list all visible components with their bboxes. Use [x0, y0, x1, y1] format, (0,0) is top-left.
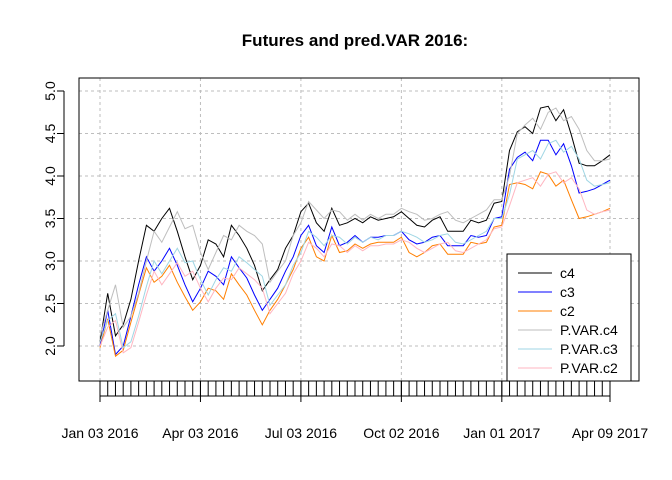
legend-label-P.VAR.c4: P.VAR.c4 [560, 322, 618, 338]
y-tick-label-6: 5.0 [42, 81, 58, 101]
series-layer [99, 105, 611, 358]
chart-title: Futures and pred.VAR 2016: [242, 31, 468, 50]
legend-label-P.VAR.c3: P.VAR.c3 [560, 341, 618, 357]
series-line-P.VAR.c3 [99, 139, 611, 349]
x-tick-label-0: Jan 03 2016 [61, 425, 138, 441]
legend-label-c2: c2 [560, 303, 575, 319]
legend-label-P.VAR.c2: P.VAR.c2 [560, 360, 618, 376]
x-tick-label-2: Jul 03 2016 [265, 425, 338, 441]
series-line-c2 [99, 171, 611, 358]
x-tick-label-1: Apr 03 2016 [162, 425, 238, 441]
y-tick-label-4: 4.0 [42, 166, 58, 186]
y-tick-label-5: 4.5 [42, 124, 58, 144]
series-line-P.VAR.c2 [99, 171, 611, 354]
x-tick-label-3: Oct 02 2016 [363, 425, 439, 441]
legend-label-c3: c3 [560, 284, 575, 300]
y-tick-label-1: 2.5 [42, 294, 58, 314]
y-tick-label-3: 3.5 [42, 209, 58, 229]
legend: c4 c3 c2 P.VAR.c4 P.VAR.c3 P.VAR.c2 [506, 253, 632, 382]
grid [79, 78, 639, 381]
plot-area-border [78, 77, 640, 382]
x-tick-label-5: Apr 09 2017 [572, 425, 648, 441]
legend-box [506, 253, 632, 382]
y-tick-label-0: 2.0 [42, 336, 58, 356]
y-tick-label-2: 3.0 [42, 251, 58, 271]
series-line-c4 [99, 105, 611, 342]
x-tick-label-4: Jan 01 2017 [463, 425, 540, 441]
y-axis: 2.0 2.5 3.0 3.5 4.0 4.5 5.0 [42, 81, 65, 356]
series-line-c3 [99, 139, 611, 356]
series-line-P.VAR.c4 [99, 107, 611, 336]
legend-label-c4: c4 [560, 265, 575, 281]
x-axis: Jan 03 2016 Apr 03 2016 Jul 03 2016 Oct 02 … [61, 381, 648, 441]
